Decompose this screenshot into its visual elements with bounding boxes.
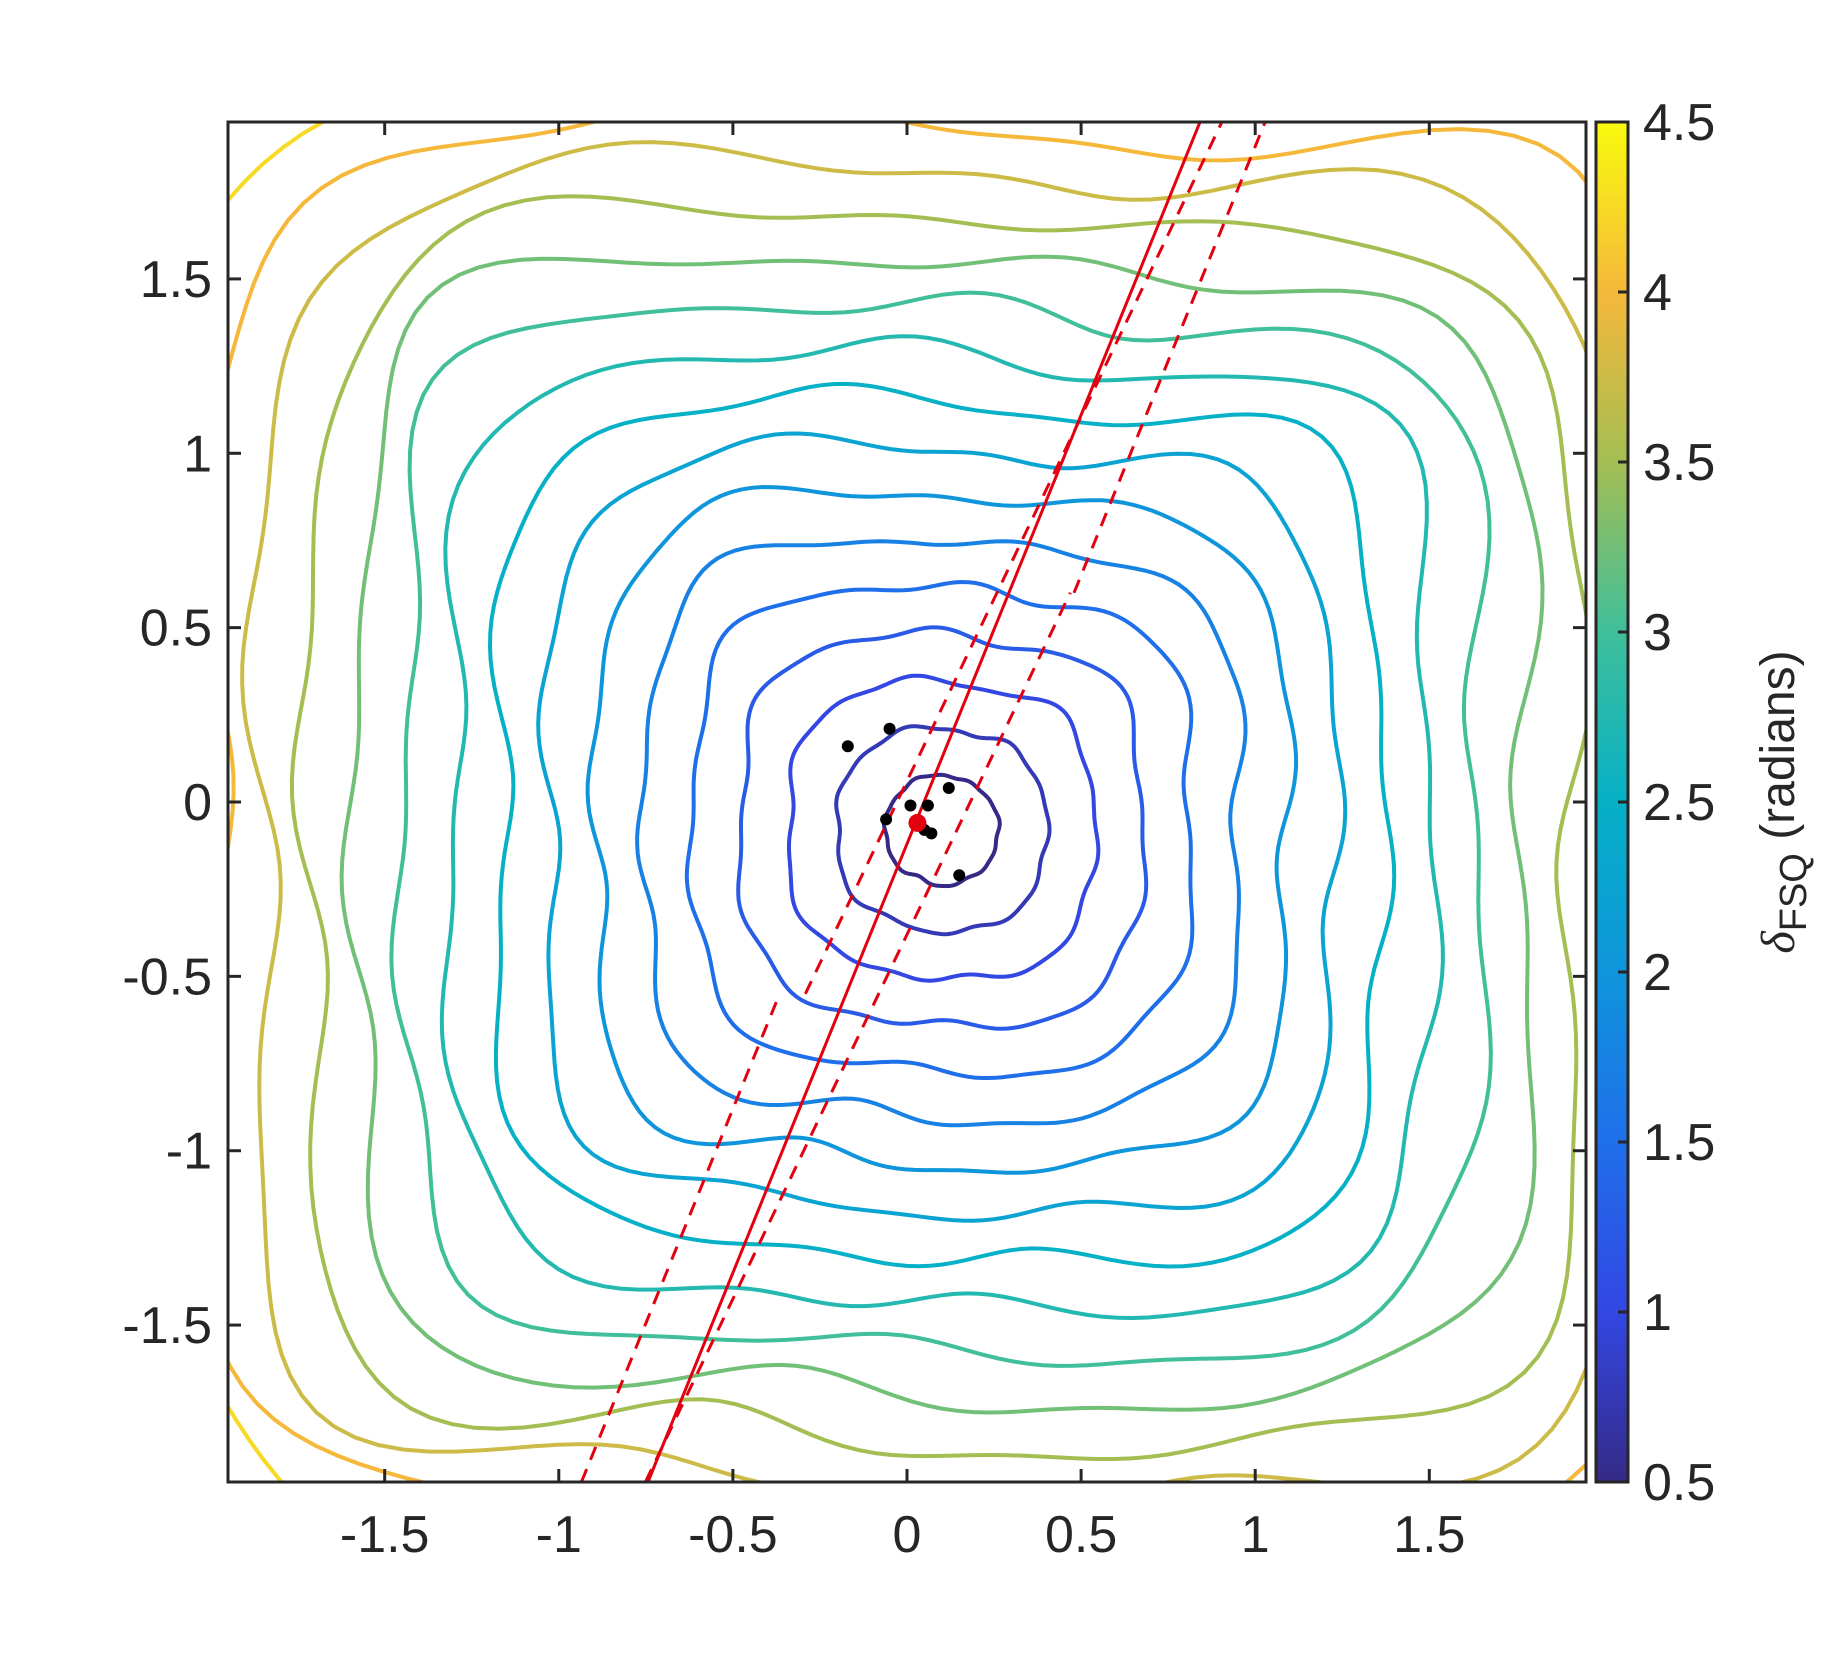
x-tick-label: 0.5	[1045, 1506, 1117, 1564]
x-axis-tick-labels: -1.5 -1 -0.5 0 0.5 1 1.5	[340, 1506, 1466, 1564]
plot-area	[226, 120, 1588, 1484]
scatter-point-0	[841, 740, 854, 753]
contour-level-6	[585, 484, 1299, 1175]
axis-ticks	[228, 122, 1586, 1482]
colorbar-tick-label: 4.5	[1643, 94, 1715, 152]
scatter-point-6	[921, 799, 934, 812]
colorbar-tick-label: 4	[1643, 264, 1672, 322]
y-tick-label: 0.5	[140, 600, 212, 658]
confidence-band-segment-3	[644, 592, 1072, 1482]
colorbar-label-symbol: δ	[1752, 931, 1805, 954]
contour-level-1	[834, 724, 1052, 937]
colorbar-tick-label: 3.5	[1643, 434, 1715, 492]
scatter-point-5	[925, 827, 938, 840]
y-tick-label: 0	[183, 774, 212, 832]
contour-level-7	[536, 431, 1348, 1223]
colorbar-label: δFSQ (radians)	[1752, 650, 1815, 953]
colorbar-label-unit: (radians)	[1752, 650, 1805, 853]
x-tick-label: -1.5	[340, 1506, 430, 1564]
contour-level-12	[289, 194, 1586, 1461]
mean-point	[908, 813, 927, 832]
contour-level-8	[487, 381, 1397, 1269]
x-tick-label: 0	[893, 1506, 922, 1564]
y-axis-tick-labels: -1.5 -1 -0.5 0 0.5 1 1.5	[122, 251, 212, 1355]
x-tick-label: -0.5	[688, 1506, 778, 1564]
colorbar-tick-label: 2	[1643, 944, 1672, 1002]
colorbar-tick-label: 3	[1643, 604, 1672, 662]
colorbar-label-subscript: FSQ	[1773, 853, 1815, 931]
scatter-point-1	[883, 722, 896, 735]
scatter-point-8	[953, 869, 966, 882]
x-tick-label: 1	[1241, 1506, 1270, 1564]
x-tick-label: -1	[536, 1506, 582, 1564]
scatter-point-2	[880, 813, 893, 826]
scatter-point-3	[904, 799, 917, 812]
contour-level-14	[228, 122, 1586, 1482]
colorbar-tick-label: 2.5	[1643, 774, 1715, 832]
colorbar-ticks	[1618, 120, 1628, 1484]
confidence-band-segment-2	[1072, 122, 1267, 594]
y-tick-label: -1.5	[122, 1297, 212, 1355]
y-tick-label: -0.5	[122, 948, 212, 1006]
contour-level-4	[684, 579, 1195, 1080]
colorbar: 0.5 1 1.5 2 2.5 3 3.5 4 4.5 δFSQ (radians)	[1594, 94, 1815, 1512]
scatter-points	[841, 722, 966, 882]
contour-level-13	[240, 140, 1586, 1482]
y-tick-label: 1.5	[140, 251, 212, 309]
confidence-band-segment-0	[580, 993, 781, 1482]
contour-level-9	[439, 334, 1445, 1321]
colorbar-tick-labels: 0.5 1 1.5 2 2.5 3 3.5 4 4.5	[1643, 94, 1715, 1512]
contour-level-10	[389, 290, 1493, 1368]
y-tick-label: -1	[166, 1123, 212, 1181]
y-tick-label: 1	[183, 425, 212, 483]
scatter-point-7	[942, 782, 955, 795]
contour-level-3	[736, 625, 1149, 1031]
x-tick-label: 1.5	[1393, 1506, 1465, 1564]
contour-level-0	[881, 772, 1002, 889]
confidence-band-segment-1	[804, 122, 1224, 995]
colorbar-tick-label: 1	[1643, 1284, 1672, 1342]
colorbar-tick-label: 0.5	[1643, 1454, 1715, 1512]
contour-level-11	[339, 254, 1545, 1415]
contour-level-5	[635, 539, 1248, 1128]
colorbar-tick-label: 1.5	[1643, 1114, 1715, 1172]
